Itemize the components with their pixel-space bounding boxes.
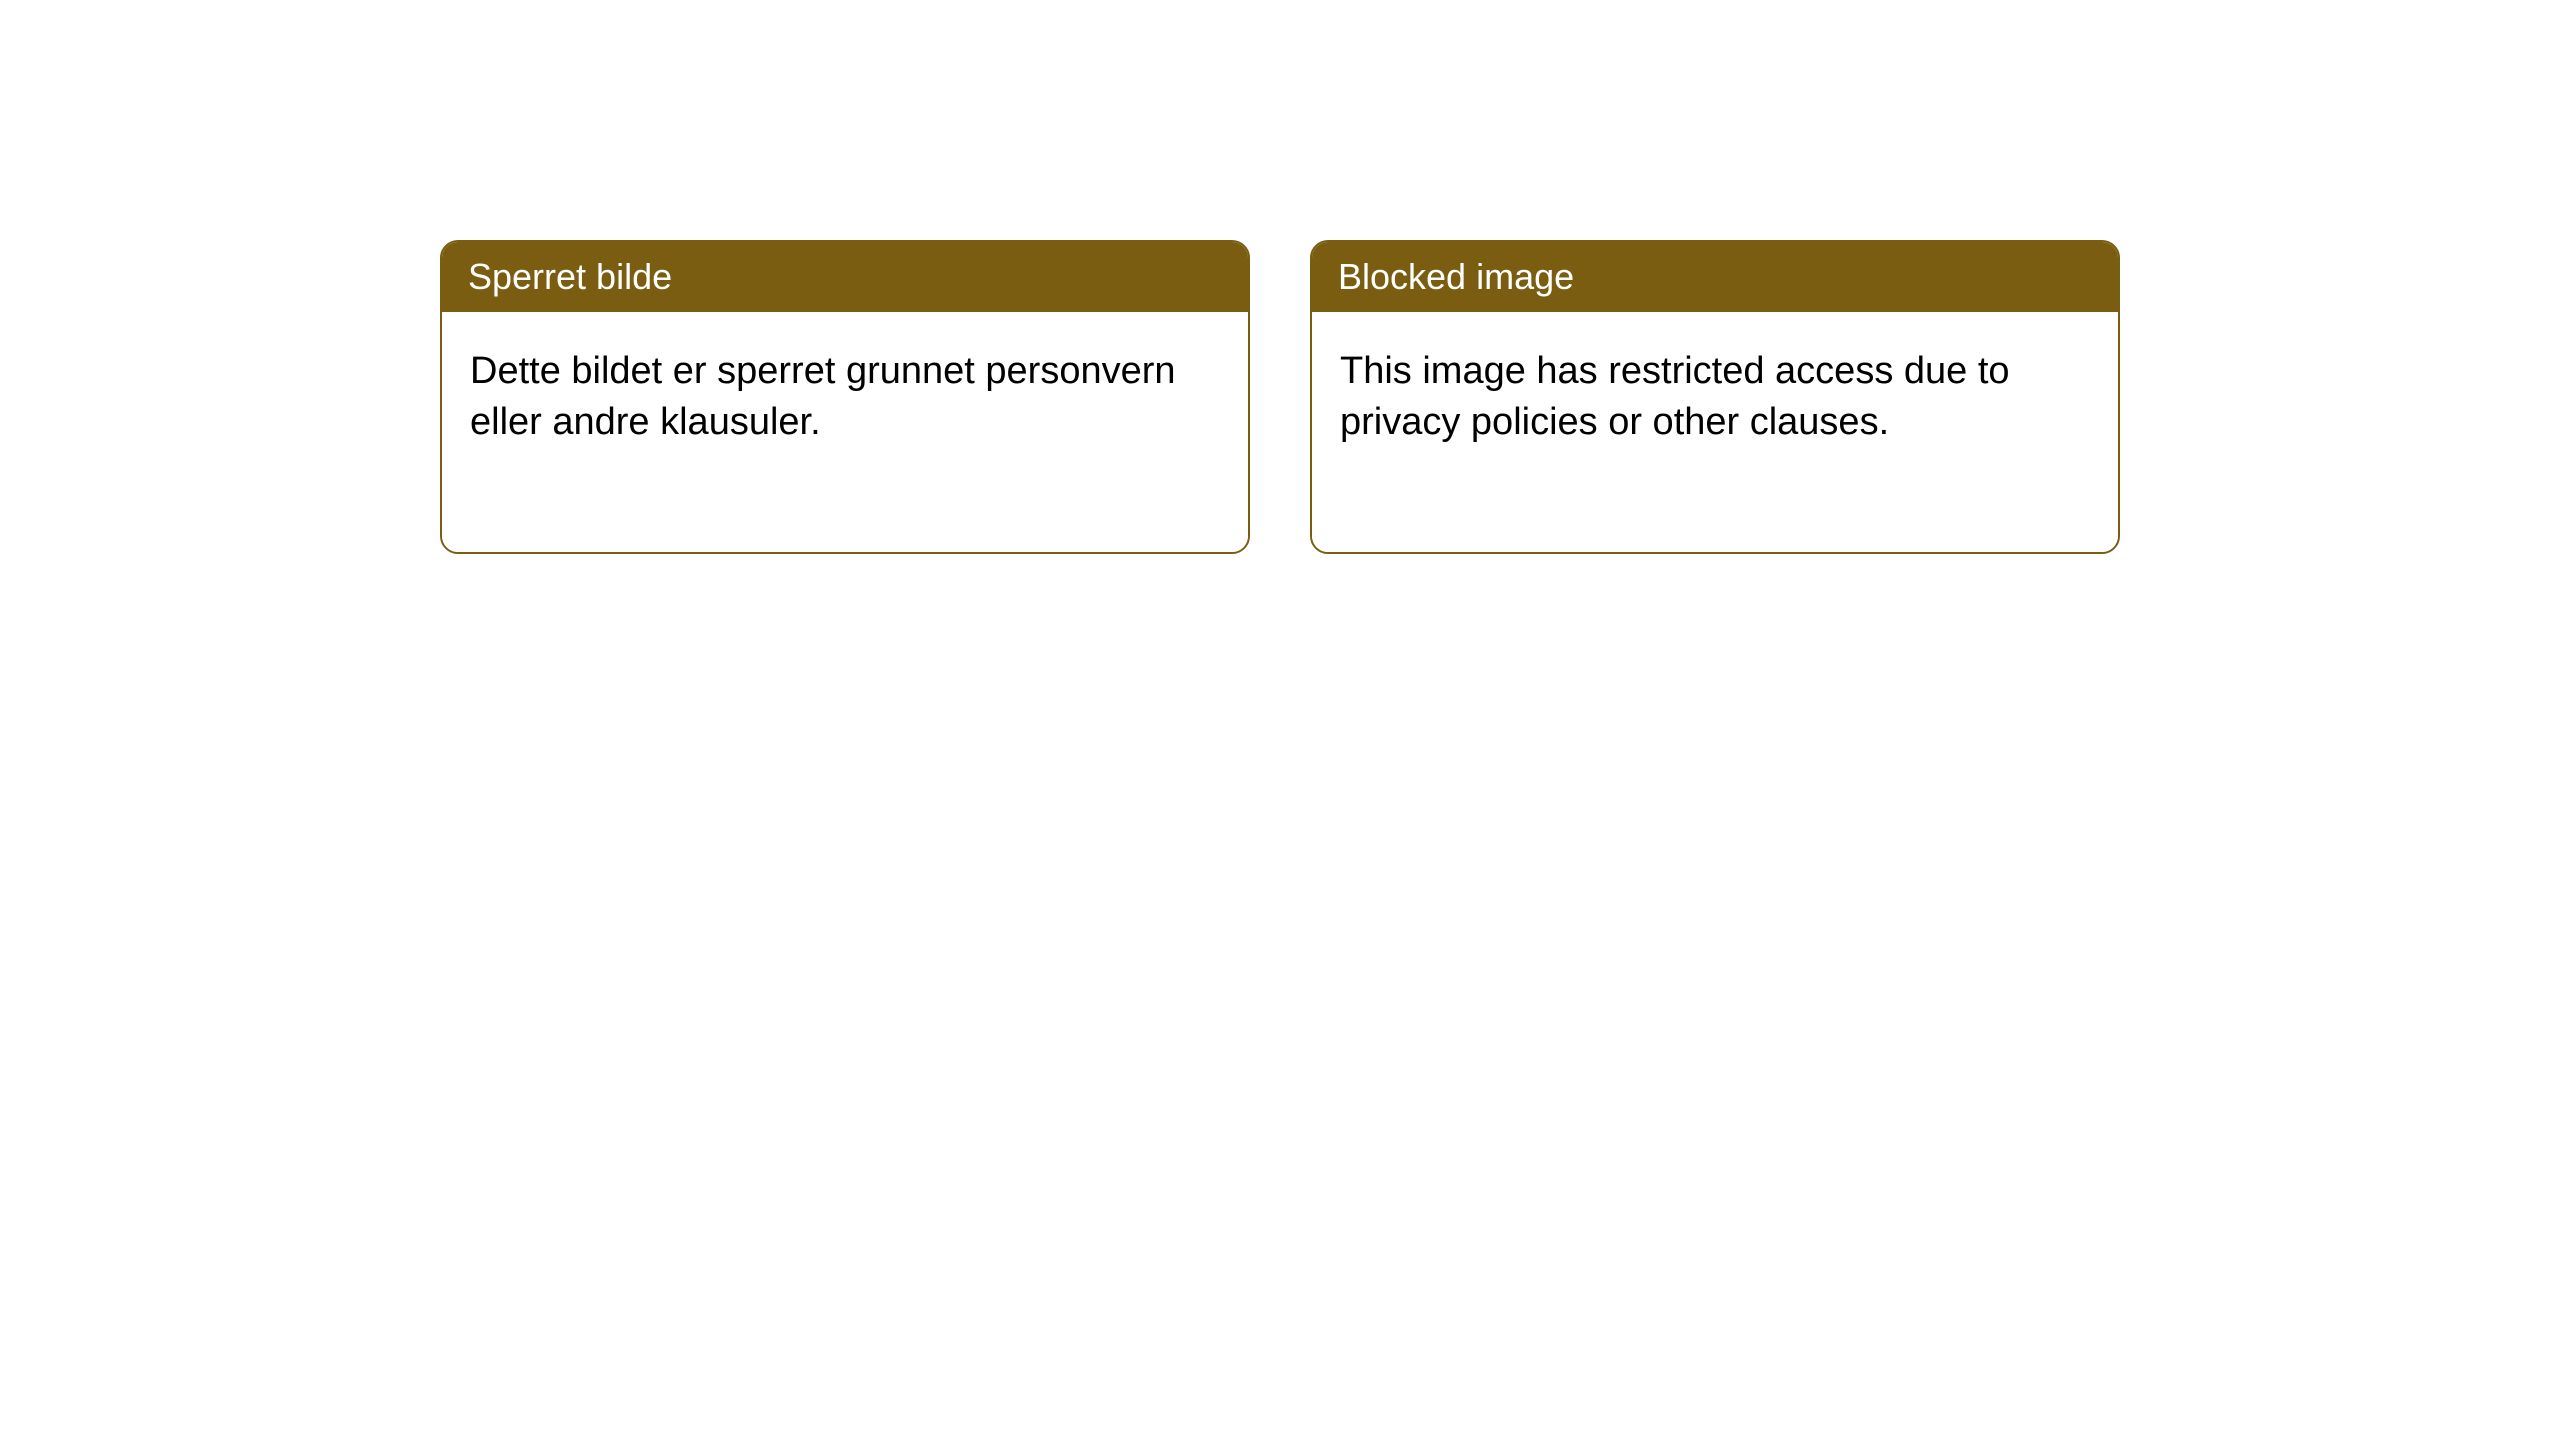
- card-header: Sperret bilde: [442, 242, 1248, 312]
- card-body-text: Dette bildet er sperret grunnet personve…: [470, 350, 1176, 443]
- notice-container: Sperret bilde Dette bildet er sperret gr…: [440, 240, 2120, 554]
- card-title: Sperret bilde: [468, 256, 672, 297]
- blocked-image-card-en: Blocked image This image has restricted …: [1310, 240, 2120, 554]
- card-body-text: This image has restricted access due to …: [1340, 350, 2010, 443]
- blocked-image-card-no: Sperret bilde Dette bildet er sperret gr…: [440, 240, 1250, 554]
- card-body: Dette bildet er sperret grunnet personve…: [442, 312, 1248, 552]
- card-body: This image has restricted access due to …: [1312, 312, 2118, 552]
- card-title: Blocked image: [1338, 256, 1574, 297]
- card-header: Blocked image: [1312, 242, 2118, 312]
